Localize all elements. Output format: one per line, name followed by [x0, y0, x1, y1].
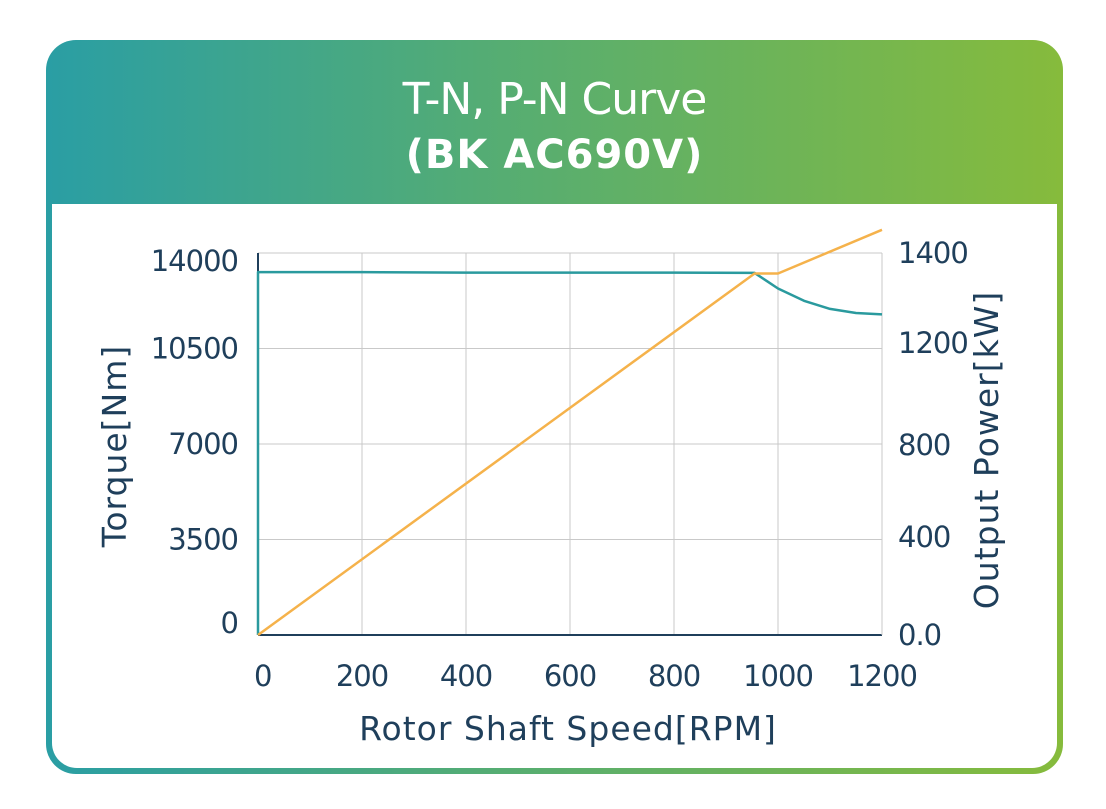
x-tick-label: 1000 [743, 659, 813, 693]
y2-tick-label: 400 [898, 520, 950, 554]
y-tick-label: 7000 [168, 427, 238, 461]
y-tick-label: 0 [221, 606, 238, 640]
label-layer: 0 200 400 600 800 1000 12000350070001050014000… [95, 236, 1006, 748]
x-tick-label: 400 [440, 659, 492, 693]
y-axis-title: Torque[Nm] [95, 345, 134, 548]
x-tick-label: 0 [254, 659, 271, 693]
grid-layer [257, 252, 883, 636]
y2-tick-label: 800 [898, 428, 950, 462]
y2-tick-label: 1200 [898, 326, 968, 360]
x-tick-label: 600 [544, 659, 596, 693]
x-tick-label: 200 [336, 659, 388, 693]
x-axis-title: Rotor Shaft Speed[RPM] [359, 709, 777, 748]
output-power-series-line [257, 228, 883, 637]
x-tick-label: 800 [648, 659, 700, 693]
chart-title: T-N, P-N Curve [402, 74, 708, 125]
chart-card: T-N, P-N Curve (BK AC690V) [46, 40, 1063, 774]
y-tick-label: 14000 [151, 244, 238, 278]
chart-subtitle: (BK AC690V) [405, 132, 704, 178]
y2-axis-title: Output Power[kW] [967, 291, 1006, 609]
series-layer [256, 228, 883, 637]
y2-tick-label: 1400 [898, 236, 968, 270]
y2-tick-label: 0.0 [898, 618, 941, 652]
chart-panel [52, 204, 1057, 768]
y-tick-label: 10500 [151, 332, 238, 366]
y-tick-label: 3500 [168, 523, 238, 557]
x-tick-label: 1200 [847, 659, 917, 693]
